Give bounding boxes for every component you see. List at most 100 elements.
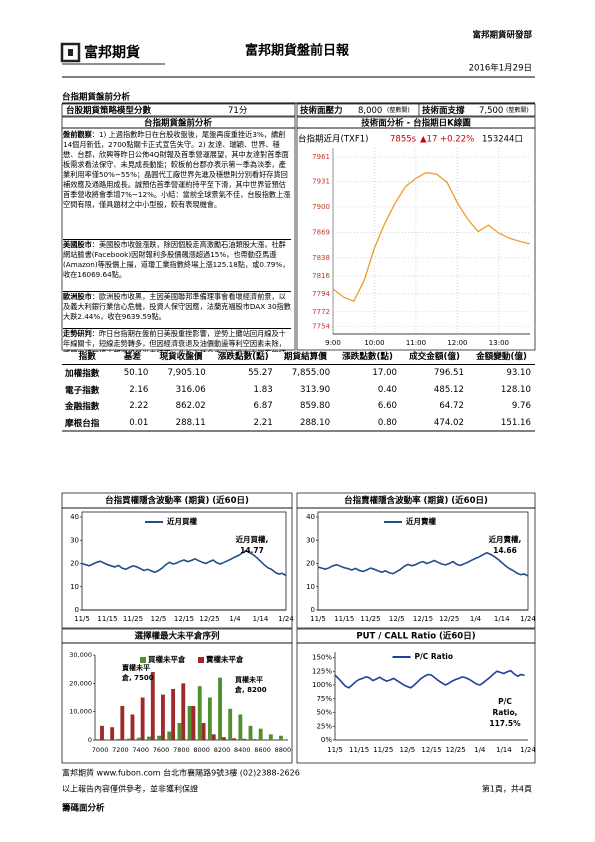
annotation: 倉, 8200: [234, 685, 267, 694]
tech-box: [296, 103, 536, 117]
x-tick-label: 12:00: [447, 339, 467, 347]
y-tick-label: 50%: [316, 709, 332, 717]
y-tick-label: 75%: [316, 695, 332, 703]
x-tick-label: 12/15: [413, 615, 433, 623]
x-tick-label: 11/5: [327, 746, 343, 754]
chart-title: 選擇權最大未平倉序列: [134, 631, 220, 642]
chart: 台指期近月(TXF1) 7855s ▲17 +0.22% 153244口 7961 793…: [298, 134, 531, 347]
table-cell: 474.02: [433, 417, 464, 428]
chart: 台指買權隱含波動率 (期貨) (近60日) 0 10 20 30 40 11/5 11/15 1…: [70, 495, 294, 623]
bar: [136, 737, 141, 740]
x-tick-label: 12/5: [389, 615, 405, 623]
legend-label: 近月買權: [167, 516, 197, 526]
x-tick-label: 11:00: [406, 339, 426, 347]
x-tick-label: 7600: [153, 746, 170, 754]
x-tick-label: 11/15: [349, 746, 369, 754]
y-tick-label: 7838: [312, 254, 330, 262]
table-cell: 485.12: [433, 384, 464, 395]
table-cell: 128.10: [500, 384, 531, 395]
bar: [197, 686, 202, 740]
paragraph-label: 盤前觀察: [63, 130, 92, 139]
series-line: [334, 669, 525, 689]
x-tick-label: 1/14: [494, 615, 510, 623]
legend-label: 買權未平倉: [148, 654, 186, 664]
chart-panel: [296, 507, 536, 629]
table-header-cell: 期貨結算價: [276, 348, 335, 365]
x-tick-label: 7000: [92, 746, 109, 754]
x-tick-label: 7200: [112, 746, 129, 754]
series-line: [332, 171, 531, 303]
y-tick-label: 10: [70, 583, 79, 591]
annotation: 近月賣權,: [489, 534, 522, 544]
footer-disclaimer: 以上報告內容僅供參考，並非獲利保證: [62, 784, 198, 794]
table-header-cell: 漲跌點數(點): [209, 348, 277, 365]
chart-title: 台指期近月(TXF1): [298, 134, 368, 145]
y-tick-label: 150%: [312, 654, 332, 662]
chart-panel: [61, 507, 293, 629]
x-tick-label: 11/15: [97, 615, 117, 623]
table-header-cell: 指數: [62, 348, 113, 365]
bar: [100, 725, 104, 740]
bar: [221, 737, 226, 740]
table-cell: 93.10: [506, 368, 531, 379]
footer-page: 第1頁，共4頁: [482, 784, 532, 794]
paragraph: 歐洲股市：歐洲股市收黑，主因美國聯邦準備理事會看壞經濟前景，以及義大利銀行業信心…: [63, 291, 291, 328]
annotation: 倉, 7500: [121, 673, 154, 682]
table-row: 電子指數 2.16 316.06 1.83 313.90 0.40 485.12 128.10: [62, 382, 535, 399]
y-tick-label: 10: [306, 583, 315, 591]
legend-swatch: [140, 657, 146, 663]
price: 7855s: [390, 135, 417, 145]
bar: [279, 735, 283, 740]
x-tick-label: 8600: [254, 746, 271, 754]
table-cell: 862.02: [175, 401, 206, 412]
bar: [228, 708, 233, 740]
bar: [157, 735, 162, 740]
annotation: 117.5%: [489, 719, 521, 728]
y-tick-label: 100%: [312, 681, 332, 689]
bar: [218, 677, 222, 740]
chart: 選擇權最大未平倉序列 0 10,000 20,000 30,000 7000 7200 740…: [69, 631, 291, 755]
bar: [232, 738, 236, 740]
y-tick-label: 7772: [312, 308, 330, 316]
table-cell: 7,855.00: [291, 368, 331, 379]
table-cell: 64.72: [439, 401, 464, 412]
bar: [211, 734, 216, 740]
y-tick-label: 125%: [312, 667, 332, 675]
bar: [150, 672, 155, 740]
change: ▲17 +0.22%: [420, 135, 474, 145]
table-cell: 17.00: [372, 368, 398, 379]
bar: [106, 739, 111, 740]
bar: [167, 731, 172, 740]
table-cell: 0.80: [377, 417, 398, 428]
table-cell: 7,905.10: [167, 368, 206, 379]
paragraph-label: 走勢研判: [63, 329, 92, 338]
chart: 台指賣權隱含波動率 (期貨) (近60日) 0 10 20 30 40 11/5 11/15 1…: [306, 495, 536, 623]
support-label: 技術面支撐: [422, 105, 465, 116]
bar: [258, 728, 263, 740]
bar: [252, 739, 257, 740]
bar: [130, 714, 135, 740]
y-tick-label: 25%: [316, 722, 332, 730]
table-cell: 0.01: [129, 417, 149, 428]
paragraph-label: 歐洲股市: [63, 292, 92, 301]
table-cell: 796.51: [433, 368, 464, 379]
y-tick-label: 7816: [312, 272, 330, 280]
x-tick-label: 13:00: [489, 339, 509, 347]
y-tick-label: 10,000: [69, 708, 92, 716]
index-table: 指數 基差 現貨收盤價 漲跌點數(點) 期貨結算價 漲跌點數(點) 成交金額(億) 金額變動(…: [62, 348, 535, 431]
resistance-note: (整數關): [387, 106, 410, 114]
chart-title: 台指賣權隱含波動率 (期貨) (近60日): [344, 495, 488, 506]
y-tick-label: 7754: [312, 323, 330, 331]
table-header-row: 指數 基差 現貨收盤價 漲跌點數(點) 期貨結算價 漲跌點數(點) 成交金額(億) 金額變動(…: [62, 348, 535, 365]
x-tick-label: 12/5: [151, 615, 167, 623]
x-tick-label: 12/25: [199, 615, 219, 623]
table-cell: 288.11: [175, 417, 206, 428]
support-note: (整數關): [506, 106, 529, 114]
bar: [191, 706, 196, 740]
bar: [120, 706, 125, 740]
table-cell: 2.21: [253, 417, 273, 428]
bar: [187, 706, 192, 740]
left-panel-title: 台指期貨盤前分析: [144, 118, 213, 129]
